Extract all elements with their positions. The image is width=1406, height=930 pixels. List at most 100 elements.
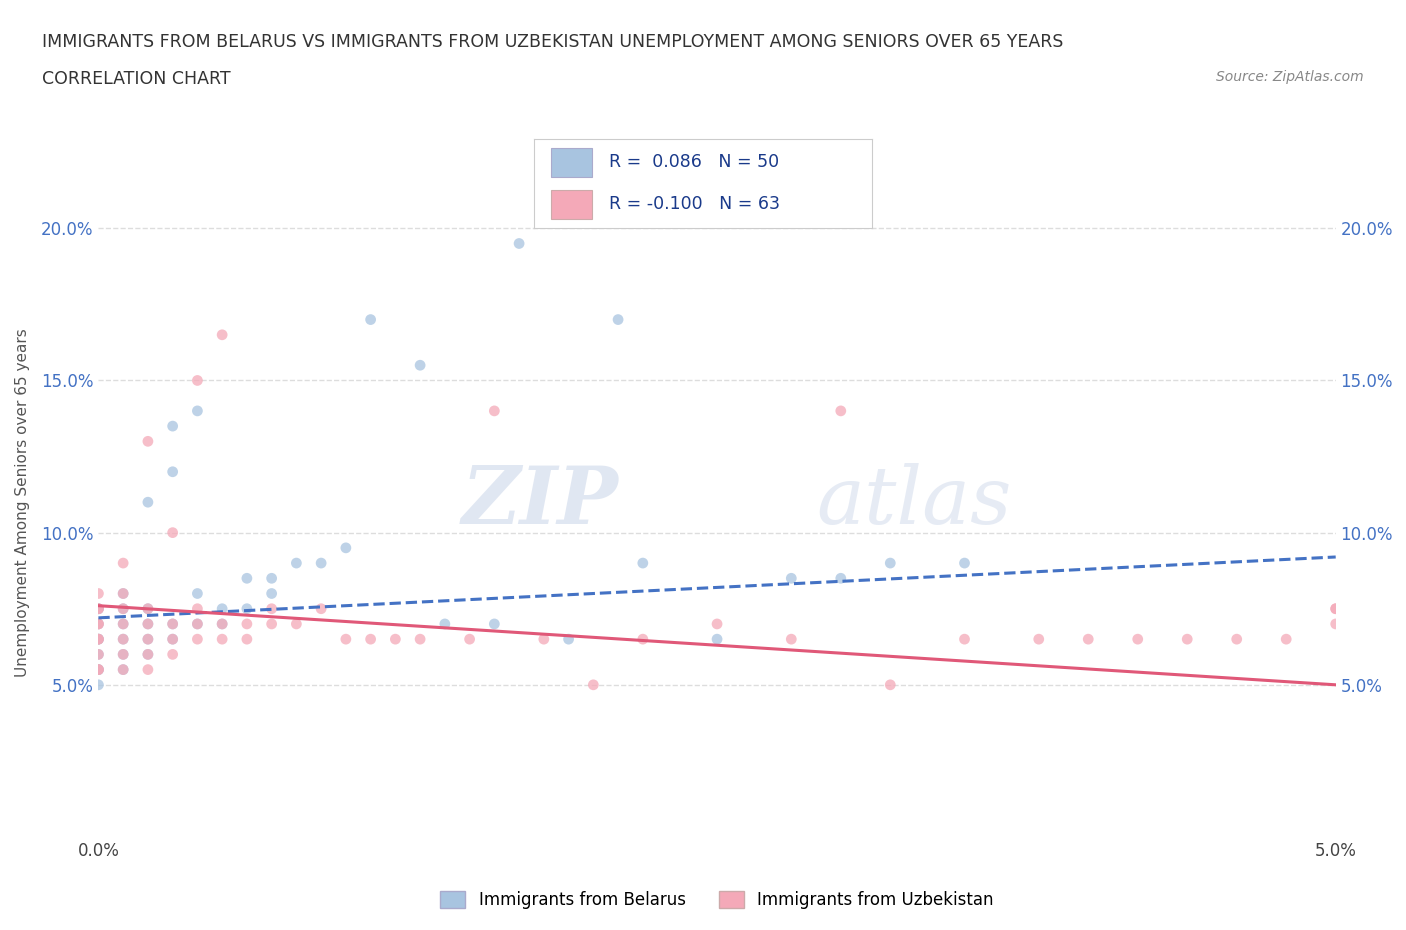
- Point: [780, 571, 803, 586]
- Point: [1324, 602, 1347, 617]
- Point: [211, 617, 233, 631]
- Point: [433, 617, 456, 631]
- Point: [87, 602, 110, 617]
- Point: [508, 236, 530, 251]
- Point: [830, 404, 852, 418]
- Point: [87, 677, 110, 692]
- Point: [87, 662, 110, 677]
- Point: [112, 662, 135, 677]
- Point: [87, 631, 110, 646]
- Text: atlas: atlas: [815, 463, 1011, 541]
- Point: [136, 602, 159, 617]
- Point: [186, 617, 208, 631]
- Point: [285, 617, 308, 631]
- Point: [260, 586, 283, 601]
- Point: [309, 602, 332, 617]
- Point: [87, 586, 110, 601]
- Point: [360, 631, 382, 646]
- Point: [186, 586, 208, 601]
- Point: [211, 327, 233, 342]
- Point: [458, 631, 481, 646]
- Point: [236, 617, 259, 631]
- Point: [112, 631, 135, 646]
- Point: [1324, 617, 1347, 631]
- Point: [484, 617, 506, 631]
- Point: [136, 434, 159, 449]
- Point: [236, 602, 259, 617]
- Point: [582, 677, 605, 692]
- Point: [186, 373, 208, 388]
- Point: [879, 555, 901, 570]
- Point: [211, 602, 233, 617]
- Text: Source: ZipAtlas.com: Source: ZipAtlas.com: [1216, 70, 1364, 84]
- Point: [112, 602, 135, 617]
- Point: [1175, 631, 1198, 646]
- Point: [260, 617, 283, 631]
- Point: [87, 662, 110, 677]
- Point: [409, 358, 432, 373]
- Point: [136, 631, 159, 646]
- Point: [879, 677, 901, 692]
- Point: [162, 617, 184, 631]
- Point: [136, 617, 159, 631]
- Point: [285, 555, 308, 570]
- Bar: [551, 149, 592, 178]
- Point: [112, 662, 135, 677]
- Point: [112, 586, 135, 601]
- Point: [112, 586, 135, 601]
- Point: [162, 464, 184, 479]
- Point: [136, 662, 159, 677]
- Point: [162, 647, 184, 662]
- Point: [309, 555, 332, 570]
- Point: [409, 631, 432, 646]
- Point: [211, 631, 233, 646]
- Point: [335, 540, 357, 555]
- Point: [607, 312, 630, 327]
- Point: [136, 602, 159, 617]
- Point: [162, 631, 184, 646]
- Point: [1324, 602, 1347, 617]
- Point: [112, 631, 135, 646]
- Point: [953, 631, 976, 646]
- Point: [186, 631, 208, 646]
- Point: [557, 631, 579, 646]
- Point: [87, 602, 110, 617]
- Point: [112, 647, 135, 662]
- Point: [87, 617, 110, 631]
- Text: CORRELATION CHART: CORRELATION CHART: [42, 70, 231, 87]
- Point: [87, 647, 110, 662]
- Point: [260, 602, 283, 617]
- Point: [1126, 631, 1149, 646]
- Point: [533, 631, 555, 646]
- Point: [87, 602, 110, 617]
- Point: [260, 571, 283, 586]
- Point: [780, 631, 803, 646]
- Point: [87, 617, 110, 631]
- Point: [335, 631, 357, 646]
- Point: [87, 631, 110, 646]
- Point: [631, 555, 654, 570]
- Bar: [551, 190, 592, 219]
- Point: [384, 631, 406, 646]
- Point: [1275, 631, 1298, 646]
- Point: [953, 555, 976, 570]
- Point: [87, 602, 110, 617]
- Point: [162, 418, 184, 433]
- Point: [112, 617, 135, 631]
- Y-axis label: Unemployment Among Seniors over 65 years: Unemployment Among Seniors over 65 years: [15, 328, 30, 677]
- Point: [136, 617, 159, 631]
- Point: [136, 647, 159, 662]
- Point: [87, 662, 110, 677]
- Point: [186, 602, 208, 617]
- Text: IMMIGRANTS FROM BELARUS VS IMMIGRANTS FROM UZBEKISTAN UNEMPLOYMENT AMONG SENIORS: IMMIGRANTS FROM BELARUS VS IMMIGRANTS FR…: [42, 33, 1063, 50]
- Point: [631, 631, 654, 646]
- Point: [706, 631, 728, 646]
- Point: [87, 662, 110, 677]
- Point: [87, 631, 110, 646]
- Point: [1028, 631, 1050, 646]
- Point: [236, 571, 259, 586]
- Point: [136, 647, 159, 662]
- Point: [112, 617, 135, 631]
- Point: [162, 525, 184, 540]
- Point: [112, 602, 135, 617]
